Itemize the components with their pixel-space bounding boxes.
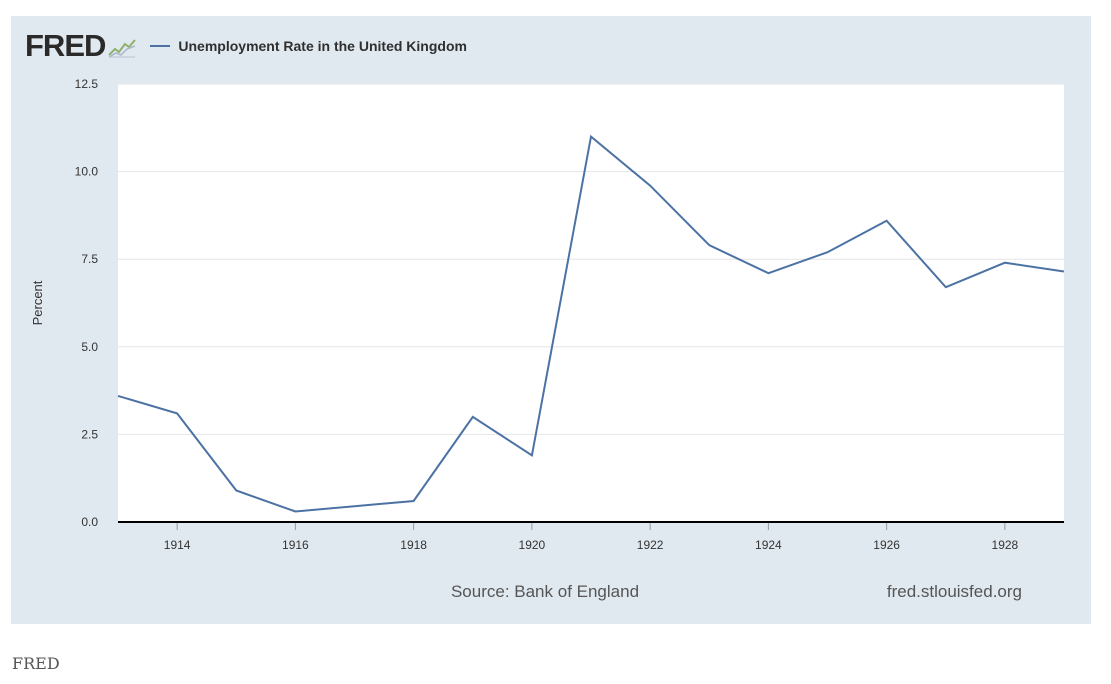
chart-panel: 0.0 2.5 5.0 7.5 10.0 12.5 1914 1916 1918 1920 192… — [11, 16, 1091, 624]
x-tick-label: 1920 — [519, 538, 546, 552]
y-axis-title: Percent — [30, 280, 45, 325]
fred-chart-line-icon — [108, 39, 137, 58]
legend-label: Unemployment Rate in the United Kingdom — [178, 38, 467, 54]
x-axis-ticks: 1914 1916 1918 1920 1922 1924 1926 1928 — [164, 522, 1019, 552]
plot-area — [118, 84, 1064, 522]
x-tick-label: 1922 — [637, 538, 664, 552]
y-tick-label: 7.5 — [81, 252, 98, 266]
chart-header: FRED Unemployment Rate in the United Kin… — [25, 28, 467, 62]
legend[interactable]: Unemployment Rate in the United Kingdom — [150, 38, 467, 54]
grid-lines — [118, 83, 1064, 435]
y-tick-label: 12.5 — [75, 77, 99, 91]
y-tick-label: 0.0 — [81, 515, 98, 529]
x-tick-label: 1926 — [873, 538, 900, 552]
caption: FRED — [12, 654, 60, 673]
y-tick-label: 5.0 — [81, 340, 98, 354]
x-tick-label: 1928 — [992, 538, 1019, 552]
x-tick-label: 1914 — [164, 538, 191, 552]
chart-svg: 0.0 2.5 5.0 7.5 10.0 12.5 1914 1916 1918 1920 192… — [30, 77, 1065, 601]
x-tick-label: 1918 — [400, 538, 427, 552]
series-line-uk-unemployment[interactable] — [117, 134, 1065, 513]
x-tick-label: 1924 — [755, 538, 782, 552]
source-text: Source: Bank of England — [451, 582, 639, 601]
legend-swatch — [150, 45, 171, 47]
fred-logo[interactable]: FRED — [25, 27, 106, 63]
site-link[interactable]: fred.stlouisfed.org — [887, 582, 1022, 601]
y-tick-label: 2.5 — [81, 427, 98, 441]
y-tick-label: 10.0 — [75, 165, 99, 179]
y-axis-ticks: 0.0 2.5 5.0 7.5 10.0 12.5 — [75, 77, 99, 529]
x-tick-label: 1916 — [282, 538, 309, 552]
